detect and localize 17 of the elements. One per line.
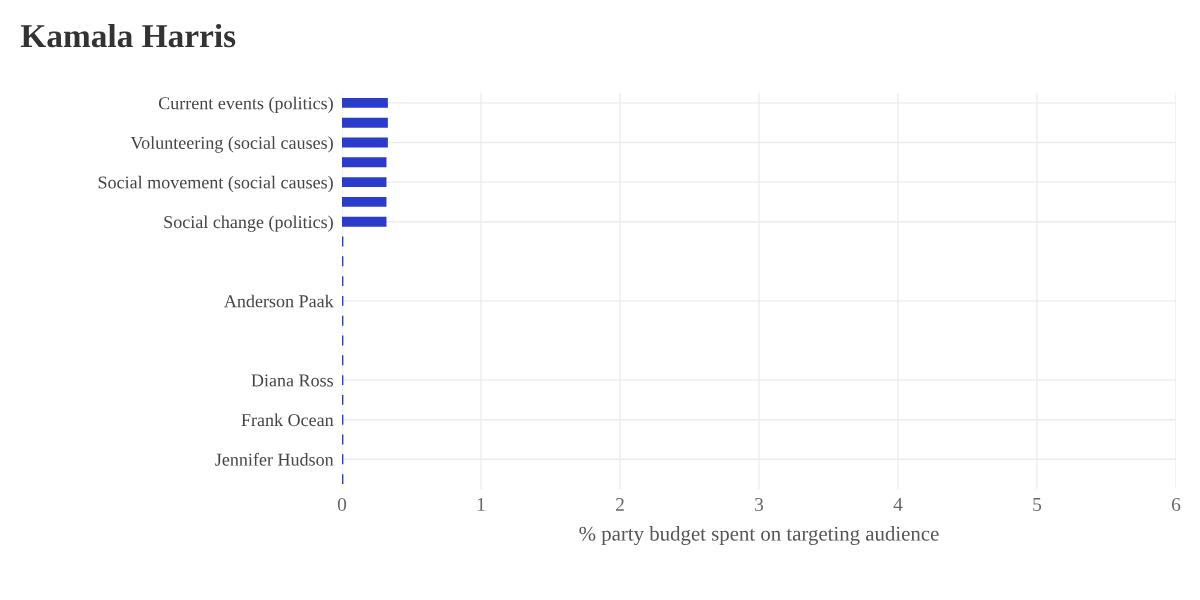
x-tick-label: 4 xyxy=(893,498,903,511)
y-tick-label: Diana Ross xyxy=(251,374,334,387)
x-axis-title: % party budget spent on targeting audience xyxy=(579,526,939,546)
chart-title: Kamala Harris xyxy=(20,23,236,48)
x-tick-label: 1 xyxy=(477,497,485,511)
x-tick-label: 3 xyxy=(755,497,764,512)
y-tick-label: Frank Ocean xyxy=(241,413,334,427)
y-tick-label: Anderson Paak xyxy=(224,294,334,308)
x-tick-label: 5 xyxy=(1033,498,1042,512)
y-tick-label: Volunteering (social causes) xyxy=(130,136,333,153)
x-tick-label: 2 xyxy=(615,497,624,511)
y-tick-label: Current events (politics) xyxy=(158,96,333,114)
x-tick-label: 0 xyxy=(337,497,347,512)
x-tick-label: 6 xyxy=(1171,497,1181,512)
y-tick-label: Social movement (social causes) xyxy=(98,175,333,193)
y-tick-label: Jennifer Hudson xyxy=(215,452,334,466)
y-tick-label: Social change (politics) xyxy=(164,215,333,232)
